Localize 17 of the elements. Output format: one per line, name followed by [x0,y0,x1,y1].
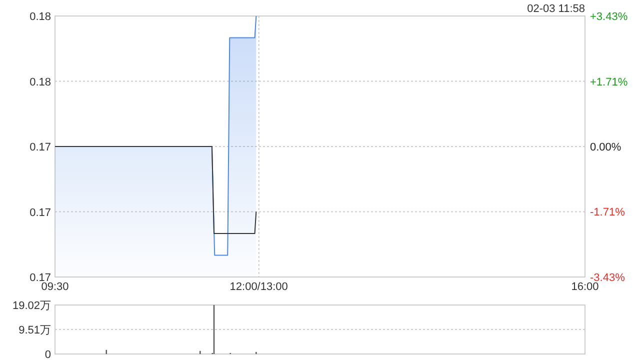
x-tick-label: 16:00 [571,281,599,293]
y-tick-label: 0 [44,349,51,360]
y-tick-label: 0.18 [30,11,51,23]
y2-tick-label: +1.71% [590,76,628,88]
y-tick-label: 0.17 [30,142,51,154]
y-tick-label: 9.51万 [18,324,51,336]
chart-subtitle: 02-03 11:58 [527,3,585,15]
y2-tick-label: 0.00% [590,142,622,154]
x-tick-label: 12:00/13:00 [230,281,288,293]
y2-tick-label: -3.43% [590,272,626,284]
y2-tick-label: +3.43% [590,11,628,23]
y-tick-label: 0.17 [30,272,51,284]
y-tick-label: 0.17 [30,206,51,219]
y-tick-label: 19.02万 [12,300,51,312]
x-tick-label: 09:30 [41,281,69,293]
y2-tick-label: -1.71% [590,206,626,219]
y-tick-label: 0.18 [30,76,51,88]
